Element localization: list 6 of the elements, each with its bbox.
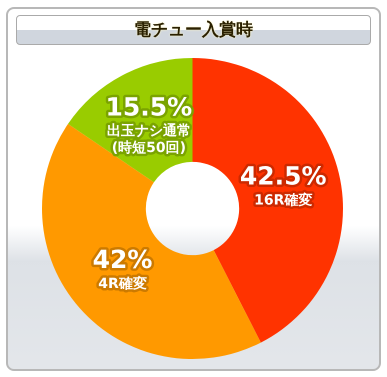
- data-label: 15.5%: [105, 92, 192, 122]
- data-label: 42.5%: [240, 162, 327, 191]
- slice-label: 出玉ナシ通常 (時短50回): [106, 122, 191, 156]
- data-label: 42%: [92, 245, 152, 274]
- slice-label: 16R確変: [254, 191, 312, 208]
- slice-label: 4R確変: [98, 274, 147, 292]
